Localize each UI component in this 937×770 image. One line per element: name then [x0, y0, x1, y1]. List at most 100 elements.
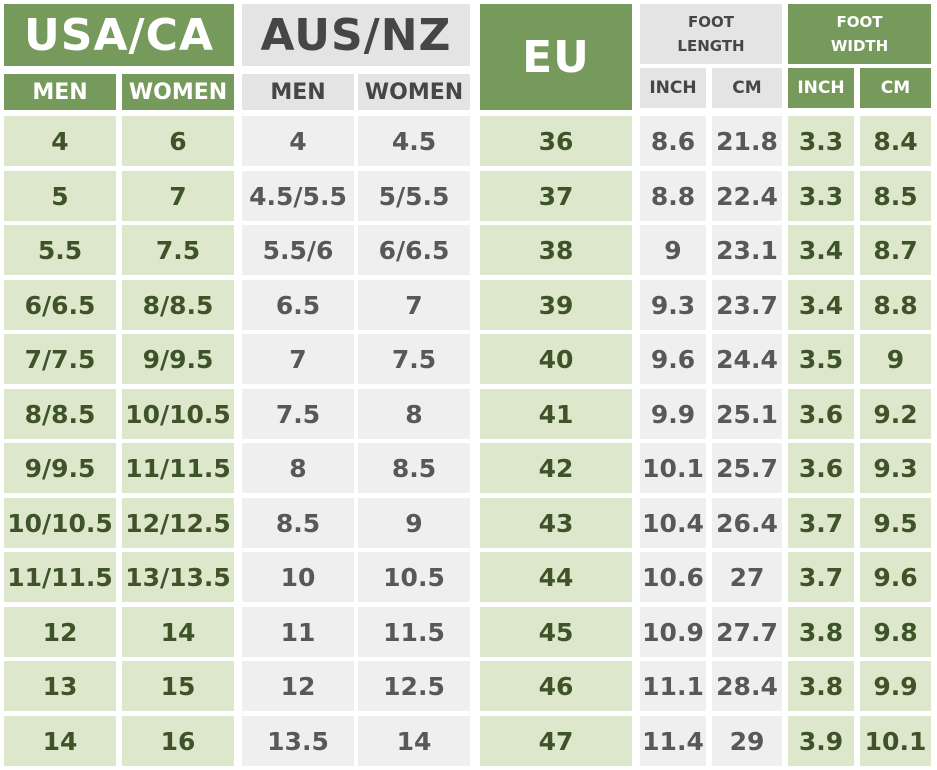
cell-aus-men: 8 — [242, 443, 354, 493]
cell-eu: 44 — [480, 552, 632, 602]
cell-usa-men: 13 — [4, 661, 116, 711]
cell-aus-men: 4 — [242, 116, 354, 166]
cell-aus-women: 14 — [358, 716, 470, 766]
cell-aus-women: 5/5.5 — [358, 171, 470, 221]
cell-eu: 46 — [480, 661, 632, 711]
cell-length-inch: 11.1 — [640, 661, 706, 711]
cell-usa-men: 7/7.5 — [4, 334, 116, 384]
cell-usa-women: 13/13.5 — [122, 552, 234, 602]
subheader-width-cm: CM — [860, 68, 931, 108]
subheader-usa-women: WOMEN — [122, 74, 234, 110]
cell-length-cm: 29 — [712, 716, 782, 766]
cell-usa-men: 5 — [4, 171, 116, 221]
cell-length-cm: 23.1 — [712, 225, 782, 275]
cell-length-inch: 10.6 — [640, 552, 706, 602]
cell-usa-women: 7.5 — [122, 225, 234, 275]
cell-length-cm: 25.7 — [712, 443, 782, 493]
cell-eu: 37 — [480, 171, 632, 221]
cell-length-cm: 24.4 — [712, 334, 782, 384]
cell-usa-men: 4 — [4, 116, 116, 166]
cell-length-inch: 10.9 — [640, 607, 706, 657]
cell-aus-men: 7 — [242, 334, 354, 384]
header-foot-length-line1: FOOT — [688, 13, 734, 31]
header-foot-length: FOOT LENGTH — [640, 4, 782, 64]
cell-aus-women: 6/6.5 — [358, 225, 470, 275]
cell-usa-women: 10/10.5 — [122, 389, 234, 439]
cell-aus-women: 8.5 — [358, 443, 470, 493]
cell-aus-men: 5.5/6 — [242, 225, 354, 275]
cell-eu: 36 — [480, 116, 632, 166]
cell-usa-women: 14 — [122, 607, 234, 657]
cell-width-inch: 3.4 — [788, 225, 854, 275]
cell-aus-men: 11 — [242, 607, 354, 657]
subheader-usa-men: MEN — [4, 74, 116, 110]
cell-length-inch: 9.3 — [640, 280, 706, 330]
cell-length-inch: 9.6 — [640, 334, 706, 384]
header-aus-nz: AUS/NZ — [242, 4, 470, 66]
cell-length-inch: 10.1 — [640, 443, 706, 493]
cell-aus-men: 13.5 — [242, 716, 354, 766]
cell-length-cm: 23.7 — [712, 280, 782, 330]
cell-aus-men: 6.5 — [242, 280, 354, 330]
cell-eu: 45 — [480, 607, 632, 657]
cell-aus-men: 10 — [242, 552, 354, 602]
subheader-length-inch: INCH — [640, 68, 706, 108]
cell-width-cm: 9.5 — [860, 498, 931, 548]
cell-length-inch: 11.4 — [640, 716, 706, 766]
header-foot-width: FOOT WIDTH — [788, 4, 931, 64]
cell-usa-men: 11/11.5 — [4, 552, 116, 602]
cell-eu: 41 — [480, 389, 632, 439]
cell-length-cm: 28.4 — [712, 661, 782, 711]
cell-width-cm: 9.9 — [860, 661, 931, 711]
cell-length-cm: 25.1 — [712, 389, 782, 439]
cell-usa-men: 8/8.5 — [4, 389, 116, 439]
cell-width-inch: 3.3 — [788, 116, 854, 166]
cell-usa-men: 6/6.5 — [4, 280, 116, 330]
cell-aus-women: 10.5 — [358, 552, 470, 602]
cell-usa-women: 16 — [122, 716, 234, 766]
cell-length-cm: 27 — [712, 552, 782, 602]
cell-aus-men: 8.5 — [242, 498, 354, 548]
cell-width-inch: 3.7 — [788, 552, 854, 602]
cell-length-inch: 10.4 — [640, 498, 706, 548]
cell-length-inch: 8.6 — [640, 116, 706, 166]
cell-width-cm: 8.5 — [860, 171, 931, 221]
cell-usa-women: 15 — [122, 661, 234, 711]
cell-length-cm: 26.4 — [712, 498, 782, 548]
cell-length-cm: 27.7 — [712, 607, 782, 657]
cell-aus-women: 4.5 — [358, 116, 470, 166]
cell-usa-women: 11/11.5 — [122, 443, 234, 493]
cell-eu: 39 — [480, 280, 632, 330]
cell-usa-women: 7 — [122, 171, 234, 221]
cell-usa-women: 6 — [122, 116, 234, 166]
cell-width-cm: 10.1 — [860, 716, 931, 766]
cell-usa-women: 12/12.5 — [122, 498, 234, 548]
cell-width-inch: 3.8 — [788, 661, 854, 711]
cell-length-inch: 8.8 — [640, 171, 706, 221]
cell-width-inch: 3.3 — [788, 171, 854, 221]
cell-eu: 38 — [480, 225, 632, 275]
header-foot-length-line2: LENGTH — [677, 37, 745, 55]
cell-aus-men: 12 — [242, 661, 354, 711]
header-foot-width-line1: FOOT — [836, 13, 883, 31]
cell-usa-men: 10/10.5 — [4, 498, 116, 548]
cell-usa-women: 9/9.5 — [122, 334, 234, 384]
cell-width-inch: 3.8 — [788, 607, 854, 657]
cell-width-cm: 9.6 — [860, 552, 931, 602]
cell-eu: 43 — [480, 498, 632, 548]
cell-width-cm: 8.8 — [860, 280, 931, 330]
cell-width-inch: 3.6 — [788, 443, 854, 493]
header-usa-ca: USA/CA — [4, 4, 234, 66]
cell-aus-women: 9 — [358, 498, 470, 548]
cell-width-inch: 3.4 — [788, 280, 854, 330]
cell-aus-women: 12.5 — [358, 661, 470, 711]
cell-aus-women: 8 — [358, 389, 470, 439]
cell-usa-women: 8/8.5 — [122, 280, 234, 330]
cell-length-inch: 9 — [640, 225, 706, 275]
cell-aus-men: 7.5 — [242, 389, 354, 439]
cell-width-inch: 3.7 — [788, 498, 854, 548]
cell-width-inch: 3.6 — [788, 389, 854, 439]
cell-width-cm: 9.2 — [860, 389, 931, 439]
cell-usa-men: 14 — [4, 716, 116, 766]
cell-width-cm: 8.7 — [860, 225, 931, 275]
